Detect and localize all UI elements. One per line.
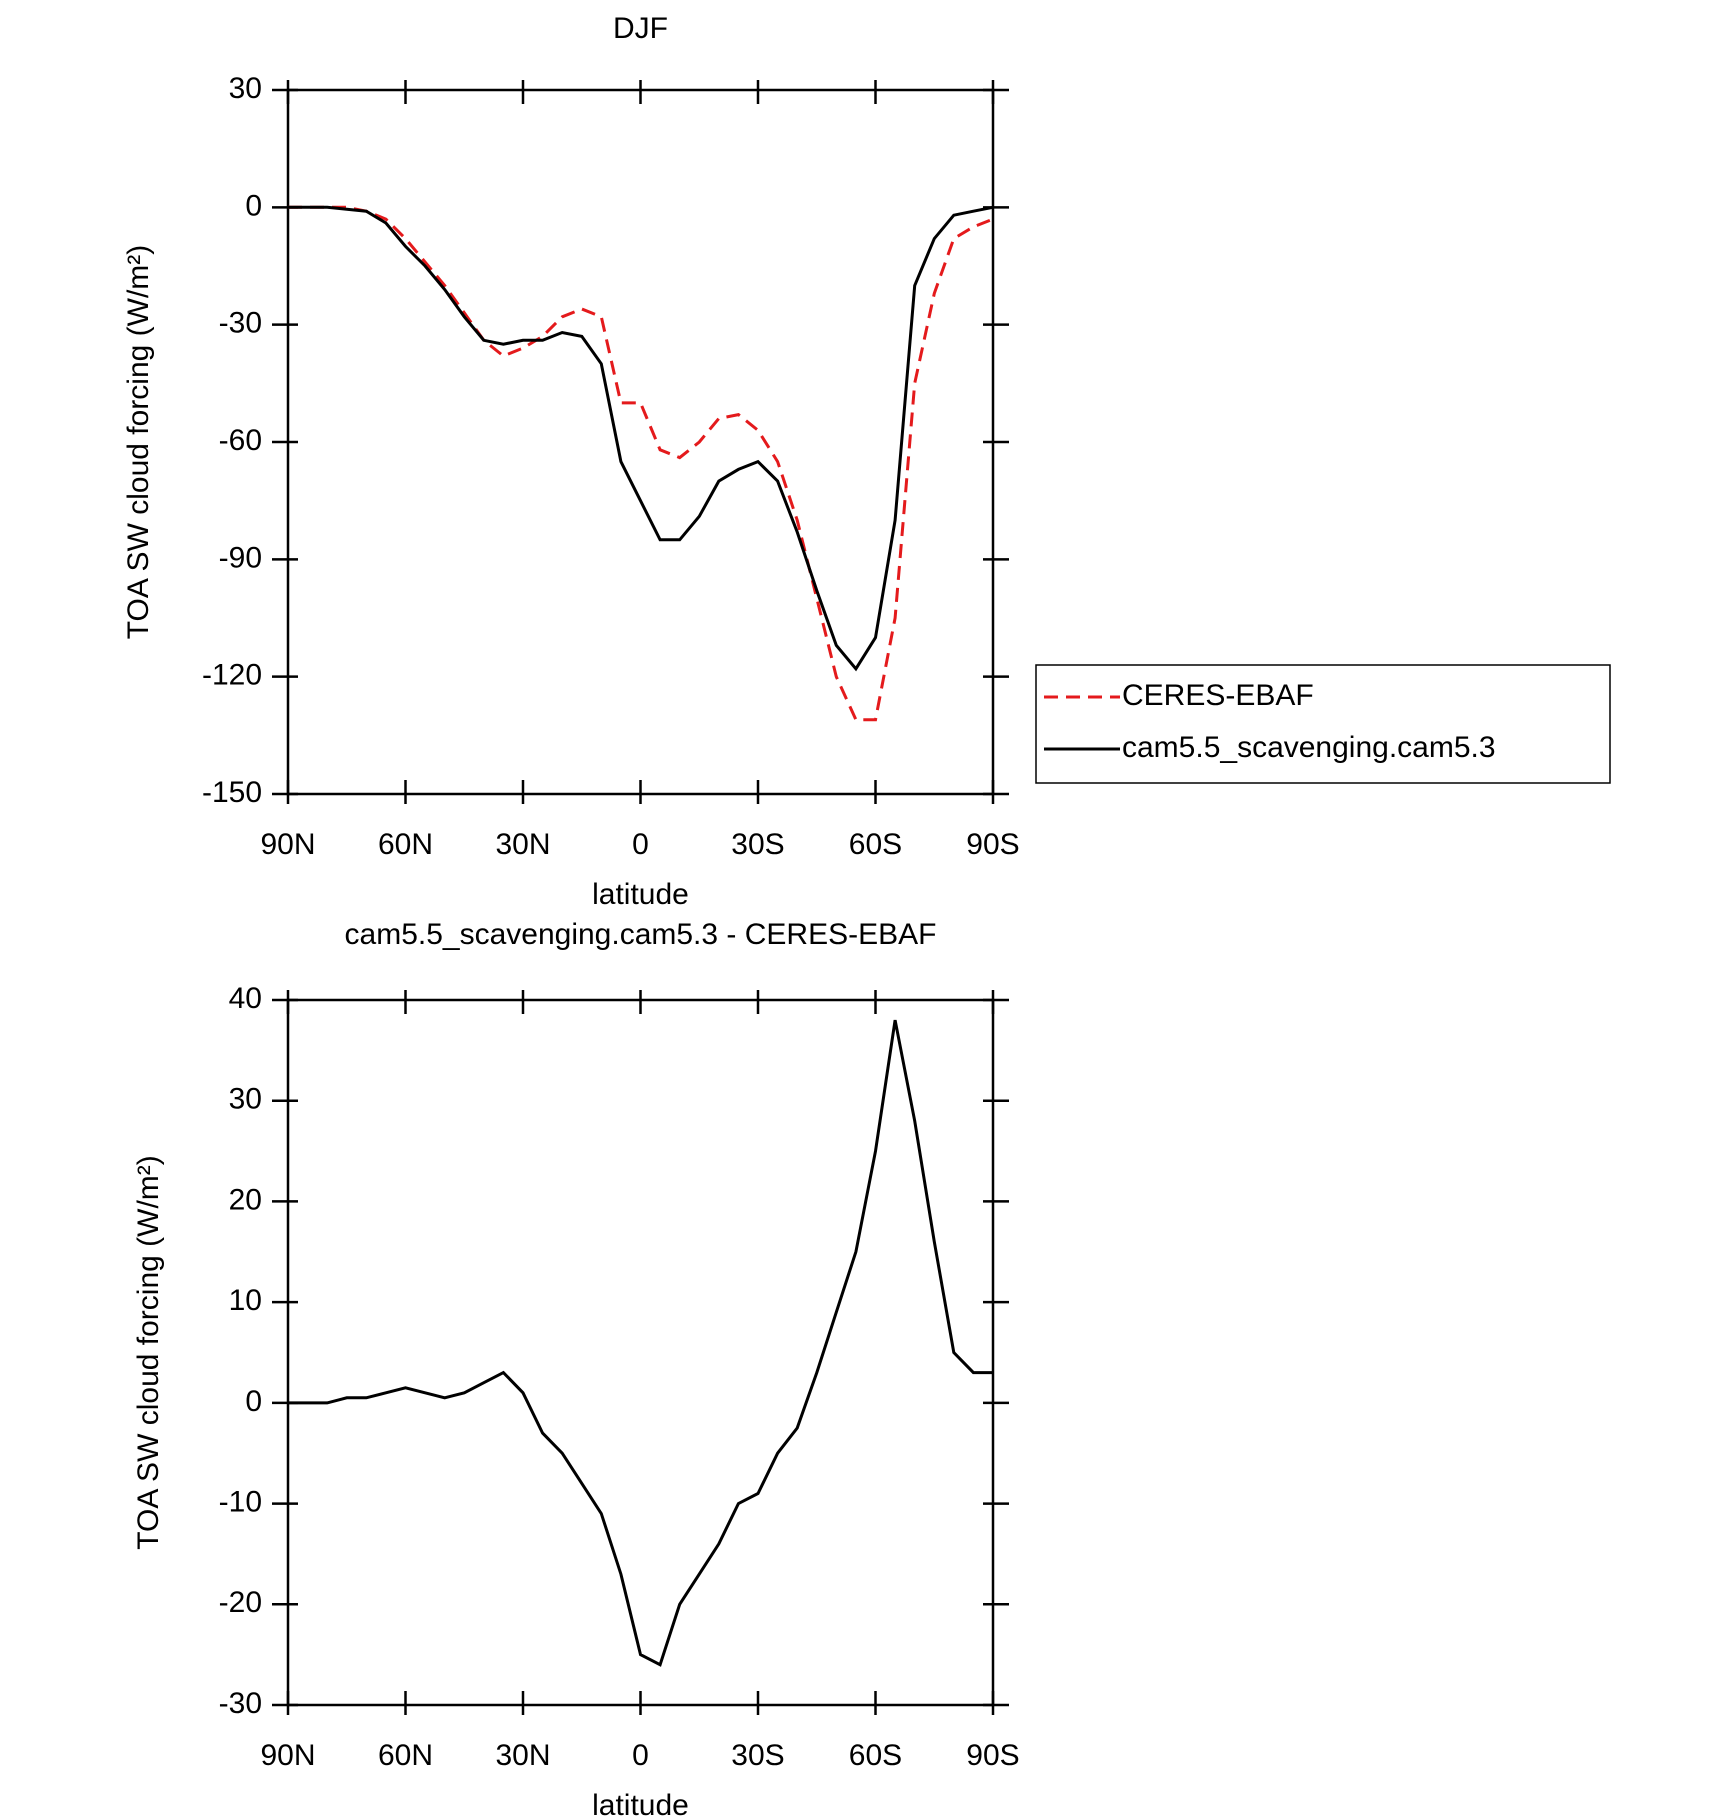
legend-box — [1035, 664, 1611, 784]
series-line — [288, 205, 994, 672]
y-tick-label: 20 — [229, 1183, 262, 1216]
y-axis-label: TOA SW cloud forcing (W/m²) — [132, 1155, 165, 1550]
x-tick-label: 60S — [849, 1739, 902, 1772]
y-tick-label: 0 — [245, 189, 262, 222]
x-tick-label: 0 — [632, 828, 649, 861]
y-tick-label: -120 — [202, 659, 262, 692]
x-tick-label: 60N — [378, 1739, 433, 1772]
chart-title: DJF — [613, 12, 668, 45]
x-tick-label: 30S — [731, 828, 784, 861]
x-axis-label: latitude — [592, 1789, 689, 1816]
x-tick-label: 30N — [495, 1739, 550, 1772]
x-tick-label: 90S — [966, 828, 1019, 861]
plot-frame — [286, 998, 995, 1707]
y-tick-label: -20 — [219, 1586, 262, 1619]
x-tick-label: 60S — [849, 828, 902, 861]
y-tick-label: 40 — [229, 982, 262, 1015]
y-tick-label: 30 — [229, 72, 262, 105]
y-tick-label: -30 — [219, 307, 262, 340]
legend-label: CERES-EBAF — [1122, 679, 1314, 712]
x-tick-label: 0 — [632, 1739, 649, 1772]
plot-frame — [286, 88, 995, 796]
series-line — [288, 205, 994, 722]
x-tick-label: 90N — [260, 828, 315, 861]
x-tick-label: 90N — [260, 1739, 315, 1772]
y-tick-label: -60 — [219, 424, 262, 457]
y-axis-label: TOA SW cloud forcing (W/m²) — [122, 245, 155, 640]
y-tick-label: 30 — [229, 1083, 262, 1116]
series-line — [288, 1019, 993, 1667]
x-tick-label: 90S — [966, 1739, 1019, 1772]
x-tick-label: 60N — [378, 828, 433, 861]
y-tick-label: 10 — [229, 1284, 262, 1317]
x-axis-label: latitude — [592, 878, 689, 911]
y-tick-label: -90 — [219, 541, 262, 574]
y-tick-label: 0 — [245, 1385, 262, 1418]
x-tick-label: 30S — [731, 1739, 784, 1772]
chart-title: cam5.5_scavenging.cam5.3 - CERES-EBAF — [345, 918, 937, 951]
legend-label: cam5.5_scavenging.cam5.3 — [1122, 731, 1496, 764]
y-tick-label: -150 — [202, 776, 262, 809]
x-tick-label: 30N — [495, 828, 550, 861]
y-tick-label: -30 — [219, 1687, 262, 1720]
y-tick-label: -10 — [219, 1485, 262, 1518]
